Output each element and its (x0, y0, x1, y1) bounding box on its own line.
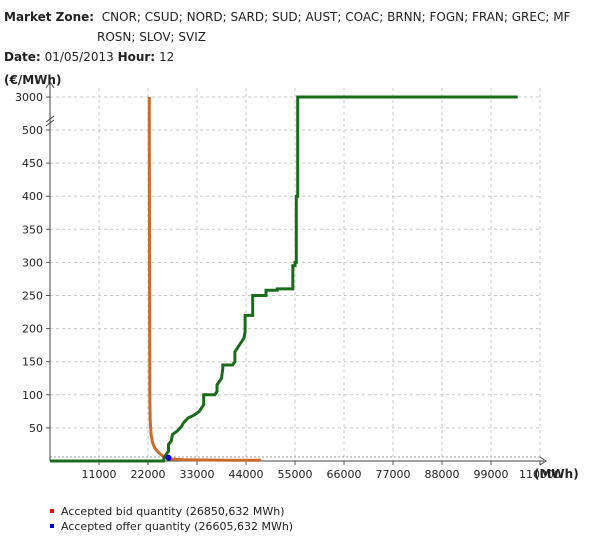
x-tick-label: 44000 (229, 468, 264, 481)
y-tick-label: 100 (22, 389, 43, 402)
x-tick-label: 77000 (376, 468, 411, 481)
date-hour-line: Date: 01/05/2013 Hour: 12 (4, 50, 174, 64)
market-zone-line-2: ROSN; SLOV; SVIZ (97, 30, 206, 44)
x-axis-label: (MWh) (534, 467, 579, 481)
x-tick-label: 22000 (131, 468, 166, 481)
x-tick-label: 99000 (474, 468, 509, 481)
market-zone-values-2: ROSN; SLOV; SVIZ (97, 30, 206, 44)
date-label: Date: (4, 50, 41, 64)
x-tick-label: 66000 (327, 468, 362, 481)
y-axis-arrow (45, 81, 55, 89)
y-tick-label: 3000 (15, 91, 43, 104)
date-value: 01/05/2013 (44, 50, 114, 64)
x-tick-label: 110000 (519, 468, 561, 481)
y-tick-label: 250 (22, 290, 43, 303)
y-tick-label: 350 (22, 223, 43, 236)
legend-bid-label: Accepted bid quantity (26850,632 MWh) (61, 505, 285, 518)
market-zone-line: Market Zone: CNOR; CSUD; NORD; SARD; SUD… (4, 10, 570, 24)
market-zone-values: CNOR; CSUD; NORD; SARD; SUD; AUST; COAC;… (101, 10, 571, 24)
x-axis-arrow (539, 456, 547, 466)
y-tick-label: 400 (22, 190, 43, 203)
y-tick-label: 300 (22, 256, 43, 269)
x-tick-label: 88000 (425, 468, 460, 481)
legend-offer: Accepted offer quantity (26605,632 MWh) (50, 520, 293, 533)
legend-bid-swatch (50, 509, 54, 513)
market-zone-label: Market Zone: (4, 10, 95, 24)
x-tick-label: 33000 (180, 468, 215, 481)
legend-offer-swatch (50, 524, 54, 528)
y-tick-label: 50 (29, 422, 43, 435)
legend-offer-label: Accepted offer quantity (26605,632 MWh) (61, 520, 294, 533)
legend-bid: Accepted bid quantity (26850,632 MWh) (50, 505, 285, 518)
y-axis-break (45, 115, 55, 127)
hour-value: 12 (158, 50, 175, 64)
y-tick-label: 450 (22, 157, 43, 170)
y-tick-label: 500 (22, 124, 43, 137)
y-tick-label: 150 (22, 356, 43, 369)
y-axis-label: (€/MWh) (4, 73, 61, 87)
offer-curve (50, 95, 518, 463)
x-tick-label: 55000 (278, 468, 313, 481)
hour-label: Hour: (117, 50, 156, 64)
accepted-quantity-point (165, 454, 172, 461)
bid-curve (147, 97, 261, 462)
x-tick-label: 11000 (82, 468, 117, 481)
y-tick-label: 200 (22, 323, 43, 336)
